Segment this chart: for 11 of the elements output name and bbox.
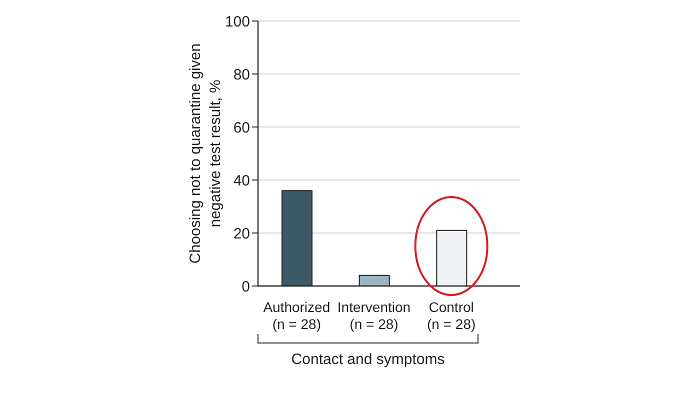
y-tick-label: 20 — [233, 225, 250, 242]
x-axis-title: Contact and symptoms — [291, 351, 445, 368]
x-tick-label: Intervention (n = 28) — [337, 299, 411, 332]
y-tick-label: 60 — [233, 119, 250, 136]
y-tick-label: 0 — [242, 278, 250, 296]
y-tick-label: 80 — [233, 66, 250, 84]
x-tick-label: Control (n = 28) — [427, 299, 476, 332]
y-tick-label: 100 — [224, 13, 250, 30]
y-axis-title: Choosing not to quarantine given negative test result, % — [187, 43, 224, 264]
y-tick-label: 40 — [233, 172, 250, 190]
x-tick-label: Authorized (n = 28) — [263, 299, 330, 332]
